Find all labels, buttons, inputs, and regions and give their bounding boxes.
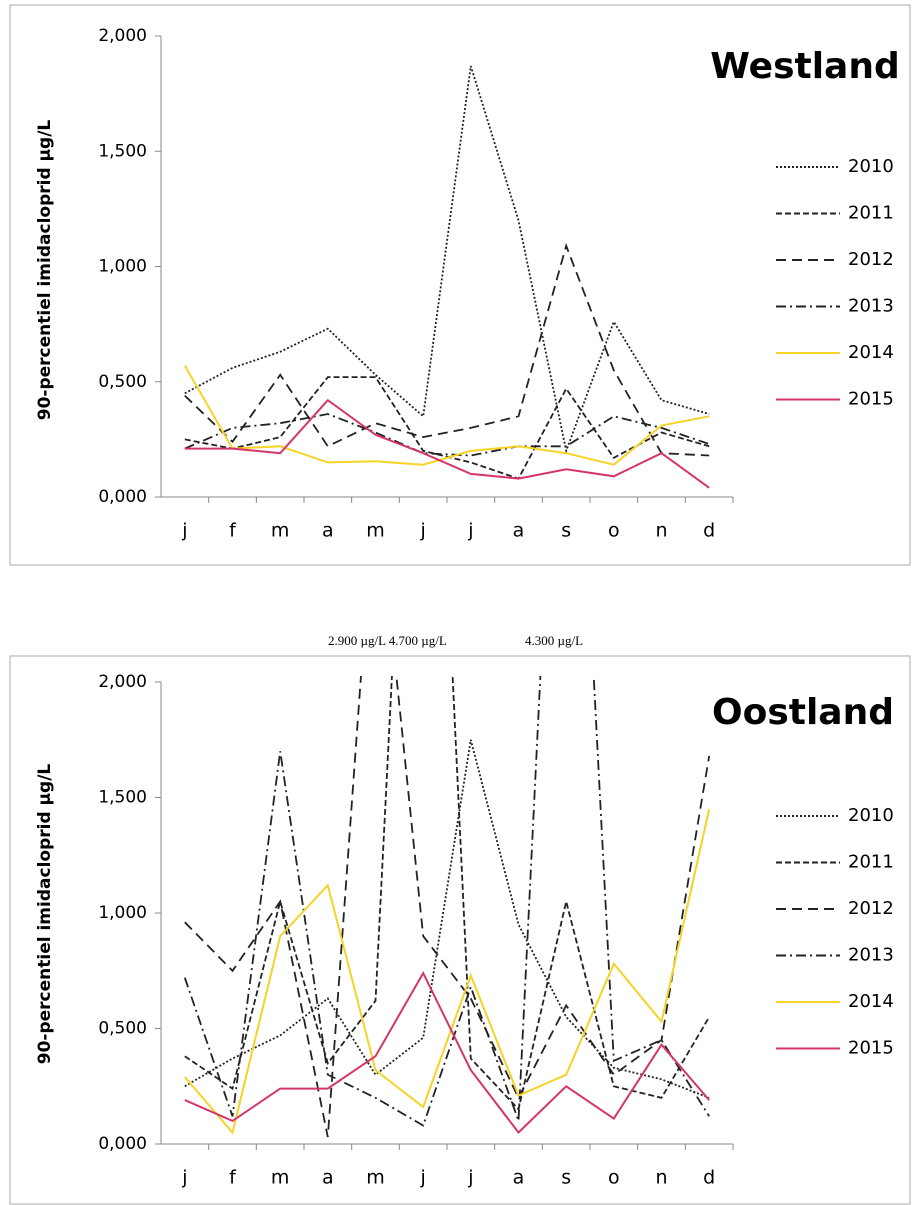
x-tick-label: o xyxy=(608,520,620,542)
x-tick-label: j xyxy=(420,520,426,542)
x-tick-label: m xyxy=(271,1167,290,1189)
chart-frame xyxy=(9,4,911,566)
y-tick-label: 0,500 xyxy=(98,372,147,392)
x-tick-label: s xyxy=(561,520,571,542)
y-tick-label: 2,000 xyxy=(98,672,147,692)
x-tick-label: a xyxy=(322,1167,334,1189)
x-tick-label: a xyxy=(513,1167,525,1189)
plot-area xyxy=(183,65,710,489)
series-line xyxy=(184,398,710,489)
y-tick-label: 0,000 xyxy=(98,487,147,507)
x-tick-label: n xyxy=(655,520,667,542)
x-tick-label: j xyxy=(181,520,187,542)
x-tick-label: m xyxy=(366,520,385,542)
series-line xyxy=(184,413,710,457)
x-tick-label: j xyxy=(181,1167,187,1189)
chart-title: Westland xyxy=(710,46,900,87)
x-tick-label: d xyxy=(703,520,715,542)
x-tick-label: j xyxy=(420,1167,426,1189)
legend-label: 2014 xyxy=(848,991,894,1012)
y-tick-label: 1,500 xyxy=(98,141,147,161)
x-tick-label: m xyxy=(366,1167,385,1189)
y-tick-label: 1,500 xyxy=(98,788,147,808)
x-tick-label: s xyxy=(561,1167,571,1189)
legend-label: 2015 xyxy=(848,389,894,410)
series-line xyxy=(184,676,711,1138)
x-tick-label: f xyxy=(229,520,237,542)
x-tick-label: j xyxy=(467,1167,473,1189)
series-line xyxy=(183,676,710,1127)
y-tick-label: 2,000 xyxy=(98,26,147,46)
x-tick-label: j xyxy=(467,520,473,542)
series-line xyxy=(184,65,710,455)
y-tick-label: 1,000 xyxy=(98,257,147,277)
series-line xyxy=(184,808,711,1135)
plot-area xyxy=(183,676,711,1138)
series-line xyxy=(184,376,710,480)
annotation: 2.900 µg/L 4.700 µg/L xyxy=(328,633,447,648)
y-tick-label: 0,500 xyxy=(98,1019,147,1039)
legend-label: 2012 xyxy=(848,249,894,270)
x-tick-label: a xyxy=(322,520,334,542)
chart-frame xyxy=(9,655,911,1205)
legend-label: 2010 xyxy=(848,156,894,177)
series-line xyxy=(184,970,710,1135)
series-line xyxy=(184,676,710,1112)
legend-label: 2013 xyxy=(848,945,894,966)
legend-label: 2012 xyxy=(848,898,894,919)
x-tick-label: o xyxy=(608,1167,620,1189)
y-axis-label: 90-percentiel imidacloprid µg/L xyxy=(35,764,55,1065)
legend-label: 2014 xyxy=(848,342,894,363)
x-tick-label: m xyxy=(271,520,290,542)
x-tick-label: n xyxy=(655,1167,667,1189)
legend-label: 2011 xyxy=(848,852,894,873)
annotation: 4.300 µg/L xyxy=(525,633,583,648)
series-line xyxy=(184,242,710,457)
x-tick-label: f xyxy=(229,1167,237,1189)
legend-label: 2013 xyxy=(848,296,894,317)
y-tick-label: 0,000 xyxy=(98,1134,147,1154)
chart-title: Oostland xyxy=(712,692,894,733)
legend-label: 2010 xyxy=(848,805,894,826)
y-tick-label: 1,000 xyxy=(98,903,147,923)
legend-label: 2015 xyxy=(848,1038,894,1059)
legend-label: 2011 xyxy=(848,203,894,224)
y-axis-label: 90-percentiel imidacloprid µg/L xyxy=(35,120,55,421)
x-tick-label: a xyxy=(513,520,525,542)
x-tick-label: d xyxy=(703,1167,715,1189)
series-line xyxy=(183,365,710,466)
